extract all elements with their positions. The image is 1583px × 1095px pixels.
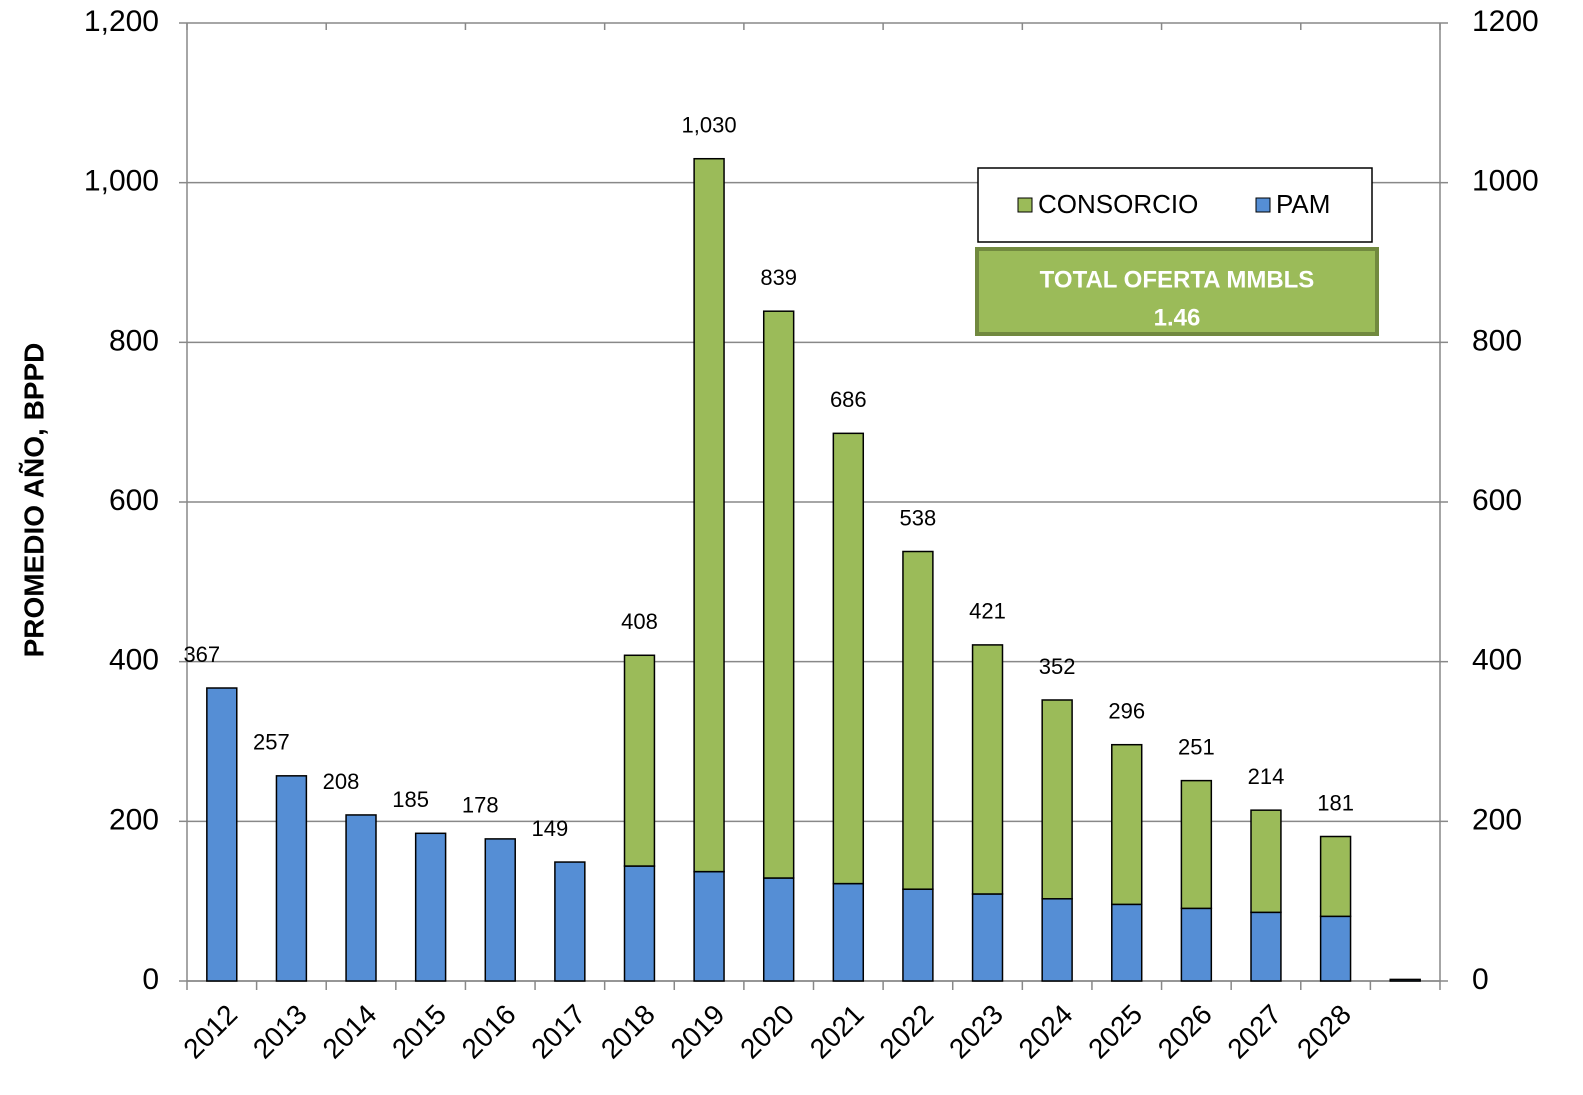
y2-tick-label: 600 [1472, 484, 1522, 517]
bar-segment [275, 775, 308, 982]
y2-tick-label: 800 [1472, 324, 1522, 357]
bar-segment [971, 644, 1004, 895]
bar-segment [206, 687, 238, 982]
data-label: 839 [760, 265, 797, 290]
bar-segment [1319, 915, 1352, 982]
data-label: 251 [1178, 734, 1215, 759]
y2-tick-label: 0 [1472, 963, 1489, 996]
x-tick-label: 2012 [177, 999, 243, 1065]
x-tick-label: 2025 [1082, 999, 1148, 1065]
bar-segment [762, 310, 795, 879]
y-tick-label: 1,200 [84, 5, 159, 38]
data-label: 214 [1248, 764, 1285, 789]
y-axis-label: PROMEDIO AÑO, BPPD [18, 343, 49, 658]
x-tick-label: 2017 [525, 999, 591, 1065]
annotation-title: TOTAL OFERTA MMBLS [1040, 266, 1315, 293]
bar-segment [832, 882, 865, 982]
bar-segment [693, 157, 725, 873]
bar-segment [1319, 835, 1352, 918]
data-label: 296 [1108, 699, 1145, 724]
y-tick-label: 400 [109, 644, 159, 677]
bar-segment [1250, 809, 1282, 914]
bar-segment [554, 861, 586, 982]
legend-swatch [1255, 197, 1271, 213]
y-tick-label: 0 [142, 963, 159, 996]
data-label: 367 [183, 642, 220, 667]
data-label: 1,030 [682, 113, 737, 138]
bar-segment [902, 888, 934, 982]
data-label: 421 [969, 599, 1006, 624]
bar-segment [484, 838, 516, 982]
x-tick-label: 2024 [1013, 999, 1079, 1065]
y-tick-label: 1,000 [84, 165, 159, 198]
y-tick-label: 200 [109, 803, 159, 836]
legend-swatch [1017, 197, 1033, 213]
data-label: 257 [253, 730, 290, 755]
x-tick-label: 2014 [317, 999, 383, 1065]
bar-segment [1180, 907, 1213, 982]
x-tick-label: 2022 [873, 999, 939, 1065]
bar-segment [623, 865, 656, 982]
data-label: 185 [392, 787, 429, 812]
bar-segment [1041, 898, 1073, 982]
x-tick-label: 2016 [456, 999, 522, 1065]
x-tick-label: 2021 [804, 999, 870, 1065]
x-tick-label: 2026 [1152, 999, 1218, 1065]
bar-segment [1180, 779, 1213, 910]
bar-segment [1389, 978, 1421, 982]
bar-segment [832, 432, 865, 885]
bar-segment [1111, 903, 1143, 982]
y-tick-label: 600 [109, 484, 159, 517]
bar-segment [623, 654, 656, 867]
legend-label: PAM [1276, 189, 1330, 219]
data-label: 149 [532, 816, 569, 841]
x-tick-label: 2013 [247, 999, 313, 1065]
data-label: 178 [462, 793, 499, 818]
y2-tick-label: 200 [1472, 803, 1522, 836]
x-tick-label: 2018 [595, 999, 661, 1065]
legend: CONSORCIO PAM [1017, 189, 1330, 219]
annotation-box [975, 247, 1379, 336]
x-tick-label: 2015 [386, 999, 452, 1065]
bar-segment [1041, 699, 1073, 900]
x-tick-label: 2019 [665, 999, 731, 1065]
bar-segment [1250, 911, 1282, 982]
data-label: 352 [1039, 654, 1076, 679]
data-label: 181 [1317, 790, 1354, 815]
x-tick-label: 2027 [1221, 999, 1287, 1065]
legend-box [977, 167, 1373, 243]
data-label: 408 [621, 609, 658, 634]
data-label: 538 [900, 505, 937, 530]
y2-tick-label: 400 [1472, 644, 1522, 677]
bar-segment [345, 814, 377, 982]
x-tick-label: 2023 [943, 999, 1009, 1065]
legend-label: CONSORCIO [1038, 189, 1198, 219]
bar-segment [971, 893, 1004, 982]
annotation-value: 1.46 [1154, 304, 1201, 331]
data-label: 686 [830, 387, 867, 412]
y2-tick-label: 1200 [1472, 5, 1539, 38]
data-label: 208 [323, 769, 360, 794]
x-tick-label: 2028 [1291, 999, 1357, 1065]
bar-segment [693, 870, 725, 982]
bar-segment [762, 877, 795, 982]
bar-segment [1111, 743, 1143, 906]
bar-segment [414, 832, 447, 982]
y2-tick-label: 1000 [1472, 165, 1539, 198]
y-tick-label: 800 [109, 324, 159, 357]
bar-segment [902, 550, 934, 890]
x-tick-label: 2020 [734, 999, 800, 1065]
